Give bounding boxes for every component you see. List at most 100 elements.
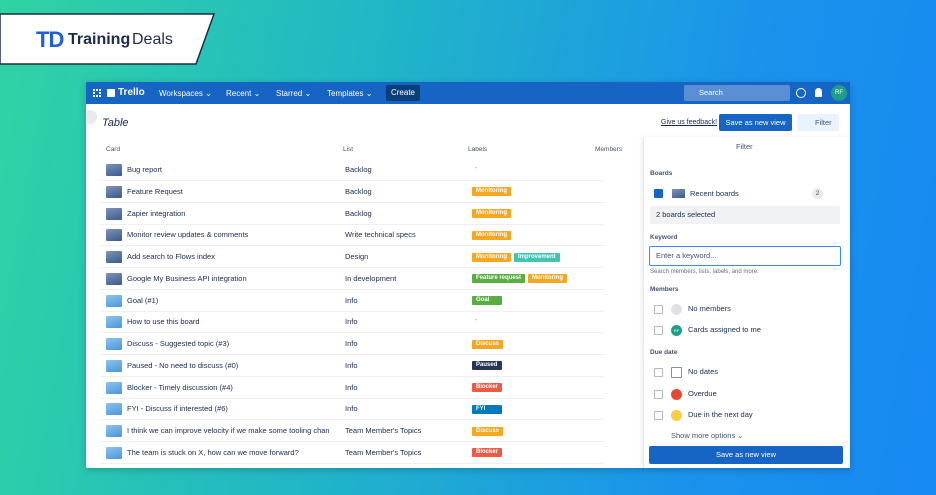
board-option: Recent boards — [690, 189, 739, 198]
save-view-button[interactable]: Save as new view — [719, 114, 792, 131]
list-name: Team Member's Topics — [345, 447, 422, 457]
checkbox[interactable] — [654, 411, 663, 420]
list-name: Info — [345, 404, 358, 414]
row-divider — [100, 180, 605, 181]
board-count: 2 — [812, 188, 823, 199]
label-chip: FYI — [472, 404, 502, 414]
checkbox[interactable] — [654, 326, 663, 335]
card-name[interactable]: Add search to Flows index — [127, 252, 215, 261]
card-thumbnail — [106, 207, 122, 220]
bell-icon[interactable] — [815, 88, 822, 97]
apps-icon — [93, 89, 101, 97]
brand-name-bold: Training — [68, 31, 131, 48]
list-name: In development — [345, 273, 397, 283]
label-chip: Paused — [472, 361, 502, 371]
label-chip: Monitoring — [472, 187, 511, 197]
nav-menu[interactable]: Recent ⌄ — [226, 89, 261, 98]
nav-menu[interactable]: Templates ⌄ — [327, 89, 373, 98]
label-chip: Monitoring — [528, 274, 567, 284]
label-chip: Blocker — [472, 448, 503, 458]
card-name[interactable]: Zapier integration — [127, 208, 186, 218]
card-name[interactable]: How to use this board — [127, 317, 200, 327]
card-thumbnail — [106, 381, 122, 394]
option-icon — [671, 410, 682, 421]
member-avatar: RF — [673, 328, 680, 333]
option-icon — [671, 325, 682, 336]
card-thumbnail — [106, 164, 122, 176]
list-name: Backlog — [345, 186, 372, 196]
card-thumbnail — [106, 251, 122, 263]
label-chip: Improvement — [514, 252, 560, 262]
label-chip: Monitoring — [472, 230, 511, 240]
card-name[interactable]: Goal (#1) — [127, 295, 159, 305]
keyword-input[interactable]: Enter a keyword... — [649, 246, 841, 266]
search-box[interactable]: Search — [684, 85, 790, 101]
panel-title: Filter — [736, 142, 753, 151]
filter-option: No dates — [688, 367, 719, 376]
card-thumbnail — [106, 446, 122, 459]
column-header: Labels — [468, 146, 488, 153]
section-heading: Due date — [650, 349, 678, 356]
card-name[interactable]: Bug report — [127, 165, 163, 174]
checkbox[interactable] — [654, 368, 663, 377]
card-thumbnail — [106, 403, 122, 416]
column-header: Members — [595, 146, 623, 153]
option-icon — [671, 304, 682, 315]
feedback-link[interactable]: Give us feedback! — [661, 119, 718, 126]
column-header: Card — [106, 146, 121, 153]
card-thumbnail — [106, 229, 122, 242]
nav-menu[interactable]: Workspaces ⌄ — [159, 89, 212, 98]
empty-labels: - — [475, 165, 478, 172]
row-divider — [100, 397, 605, 399]
card-name[interactable]: FYI - Discuss if interested (#6) — [127, 404, 228, 414]
info-icon[interactable] — [796, 88, 806, 98]
row-divider — [100, 288, 605, 290]
checkbox[interactable] — [654, 390, 663, 399]
list-name: Team Member's Topics — [345, 426, 422, 435]
row-divider — [100, 462, 605, 464]
nav-menu[interactable]: Starred ⌄ — [276, 89, 312, 98]
list-name: Info — [345, 339, 358, 348]
card-name[interactable]: Feature Request — [127, 186, 183, 196]
label-chip: Blocker — [472, 383, 503, 392]
list-name: Info — [345, 360, 358, 370]
show-more[interactable]: Show more options ⌄ — [671, 431, 744, 440]
card-thumbnail — [106, 316, 122, 329]
card-name[interactable]: Monitor review updates & comments — [127, 230, 249, 240]
card-name[interactable]: Google My Business API integration — [127, 273, 247, 283]
card-name[interactable]: Discuss - Suggested topic (#3) — [127, 339, 230, 348]
row-divider — [100, 441, 605, 442]
list-name: Info — [345, 382, 358, 392]
card-name[interactable]: I think we can improve velocity if we ma… — [127, 426, 330, 435]
list-name: Info — [345, 295, 358, 305]
row-divider — [100, 223, 605, 225]
card-name[interactable]: The team is stuck on X, how can we move … — [127, 447, 299, 457]
sidebar-toggle — [87, 110, 97, 124]
nav-logo: Trello — [118, 87, 145, 98]
card-name[interactable]: Paused - No need to discuss (#0) — [127, 360, 239, 370]
card-thumbnail — [106, 425, 122, 437]
checkbox-checked[interactable] — [654, 189, 663, 198]
filter-option: Overdue — [688, 389, 717, 398]
checkbox[interactable] — [654, 305, 663, 314]
list-name: Write technical specs — [345, 230, 416, 240]
avatar[interactable]: RF — [831, 85, 847, 101]
boards-select[interactable]: 2 boards selected — [650, 206, 840, 224]
row-divider — [100, 201, 605, 203]
section-heading: Keyword — [650, 234, 678, 241]
row-divider — [100, 375, 605, 377]
row-divider — [100, 310, 605, 312]
option-icon — [671, 389, 682, 400]
label-chip: Feature request — [472, 274, 526, 284]
trello-icon — [107, 89, 115, 97]
keyword-hint: Search members, lists, labels, and more. — [650, 269, 759, 275]
panel-save-button[interactable]: Save as new view — [649, 446, 843, 464]
label-chip: Discuss — [472, 339, 504, 349]
row-divider — [100, 332, 605, 334]
filter-option: Cards assigned to me — [688, 325, 761, 334]
filter-button[interactable]: Filter — [797, 114, 839, 131]
create-button[interactable]: Create — [386, 85, 420, 101]
card-name[interactable]: Blocker - Timely discussion (#4) — [127, 382, 233, 392]
filter-option: Due in the next day — [688, 410, 753, 419]
